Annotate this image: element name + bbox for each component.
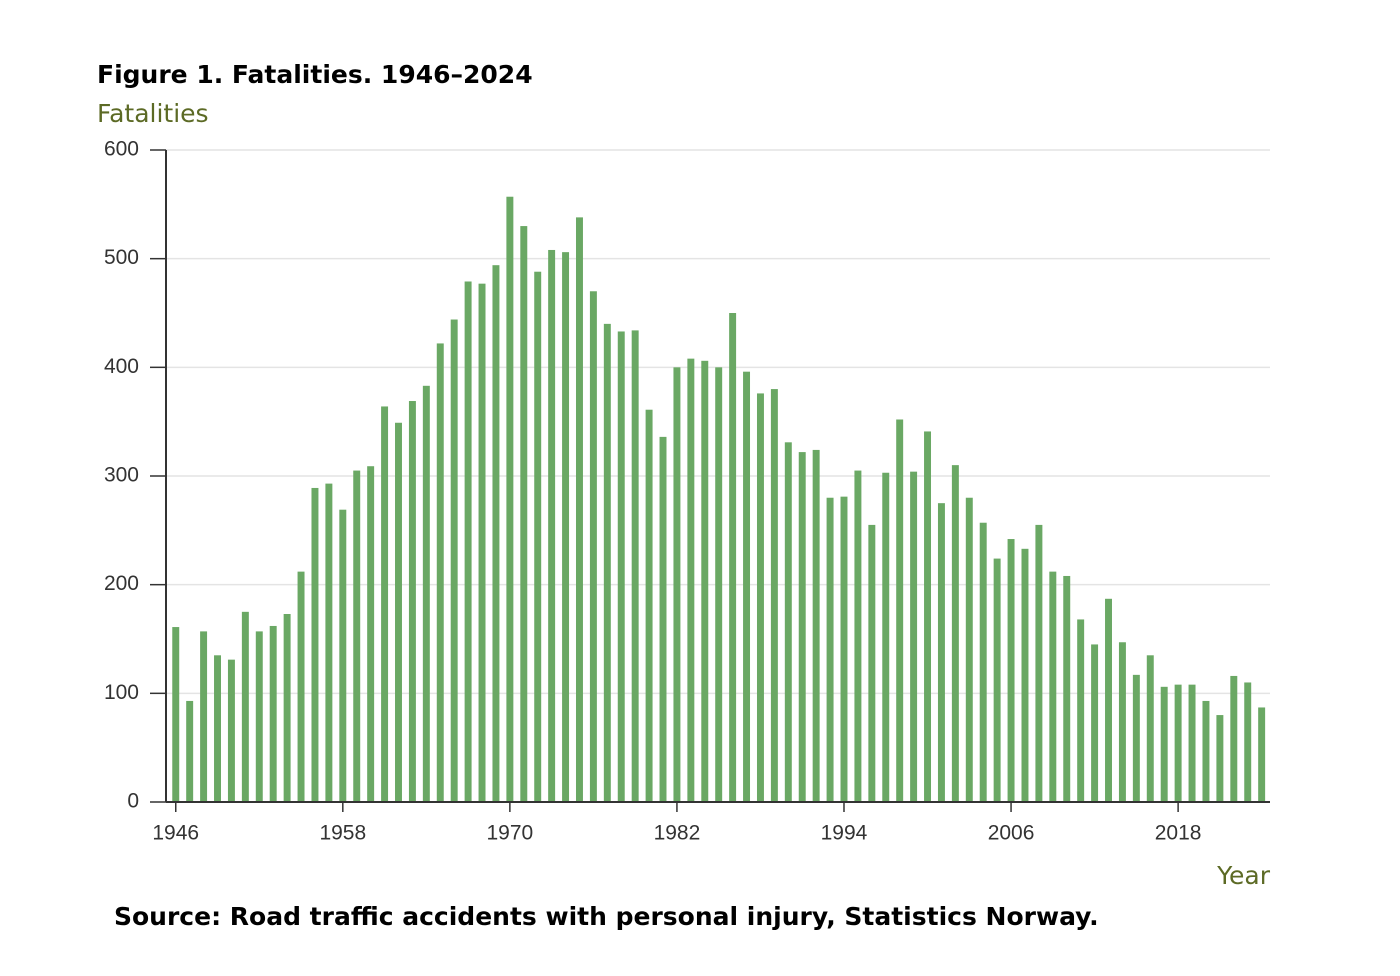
bar	[743, 371, 751, 802]
bar	[450, 319, 458, 802]
bar	[520, 226, 528, 803]
x-axis-label: Year	[1216, 861, 1271, 890]
bar	[756, 393, 764, 802]
y-tick-label: 500	[104, 246, 139, 269]
bar	[1258, 707, 1266, 802]
bar	[784, 442, 792, 802]
bar	[436, 343, 444, 802]
bar	[422, 385, 430, 802]
bar	[283, 614, 291, 802]
bar	[1063, 575, 1071, 802]
bar	[1216, 715, 1224, 802]
bar	[1244, 682, 1252, 802]
bar	[311, 487, 319, 802]
bar	[241, 611, 249, 802]
bar	[353, 470, 361, 802]
bar	[840, 496, 848, 802]
bar	[770, 389, 778, 802]
x-tick-label: 2018	[1155, 822, 1202, 845]
bar	[297, 571, 305, 802]
bar	[687, 358, 695, 802]
bar	[506, 196, 514, 802]
bar	[367, 466, 375, 802]
bar	[979, 522, 987, 802]
bar	[603, 323, 611, 802]
bar	[673, 367, 681, 802]
bar	[798, 452, 806, 802]
bar	[1146, 655, 1154, 802]
bar	[1035, 524, 1043, 802]
x-tick-label: 2006	[988, 822, 1035, 845]
bar	[492, 265, 500, 803]
bar	[826, 497, 834, 802]
chart-title: Figure 1. Fatalities. 1946–2024	[97, 60, 533, 89]
bar	[200, 631, 208, 802]
bar	[575, 217, 583, 802]
bar	[659, 436, 667, 802]
y-tick-label: 200	[104, 572, 139, 595]
bar	[645, 409, 653, 802]
x-tick-label: 1994	[821, 822, 868, 845]
bar	[1021, 548, 1029, 802]
bar	[1132, 674, 1140, 802]
bar	[910, 471, 918, 802]
bar	[214, 655, 221, 802]
bar	[548, 249, 556, 802]
bar	[1160, 686, 1168, 802]
bar	[1174, 684, 1182, 802]
bar	[854, 470, 862, 802]
bar	[965, 497, 973, 802]
bar	[325, 483, 333, 802]
x-tick-label: 1982	[654, 822, 701, 845]
y-tick-label: 300	[104, 464, 139, 487]
bar	[1077, 619, 1085, 802]
bar	[381, 406, 389, 802]
bar	[339, 509, 347, 802]
bar	[589, 291, 597, 802]
bar	[269, 625, 277, 802]
bar	[1230, 675, 1238, 802]
bar	[924, 431, 932, 802]
bar	[993, 558, 1001, 802]
bar	[1049, 571, 1057, 802]
bar	[617, 331, 625, 802]
bar	[562, 252, 570, 802]
bar	[1202, 700, 1210, 802]
x-tick-label: 1946	[152, 822, 199, 845]
bar	[701, 360, 709, 802]
y-tick-label: 600	[104, 138, 139, 161]
bar	[1118, 642, 1126, 802]
bar	[1105, 598, 1112, 802]
bar	[937, 503, 945, 802]
bar	[172, 627, 180, 802]
bar	[715, 367, 723, 802]
bar	[882, 472, 890, 802]
x-tick-label: 1958	[319, 822, 366, 845]
bar	[395, 422, 402, 802]
bar	[1091, 644, 1099, 802]
x-tick-label: 1970	[487, 822, 534, 845]
bar	[896, 419, 904, 802]
bar	[464, 281, 472, 802]
y-axis-label: Fatalities	[97, 99, 209, 128]
bar	[868, 524, 876, 802]
y-tick-label: 100	[104, 681, 139, 704]
bar	[951, 465, 959, 802]
bar	[631, 330, 639, 802]
bar	[729, 313, 737, 802]
y-tick-label: 0	[127, 790, 139, 813]
bar	[227, 659, 235, 802]
bar	[478, 283, 486, 802]
bar	[1188, 684, 1196, 802]
bar	[534, 271, 542, 802]
bar	[408, 401, 416, 802]
bar	[812, 449, 820, 802]
bar	[255, 631, 263, 802]
bar	[186, 700, 194, 802]
bar	[1007, 539, 1015, 802]
y-tick-label: 400	[104, 355, 139, 378]
source-note: Source: Road traffic accidents with pers…	[114, 902, 1099, 931]
